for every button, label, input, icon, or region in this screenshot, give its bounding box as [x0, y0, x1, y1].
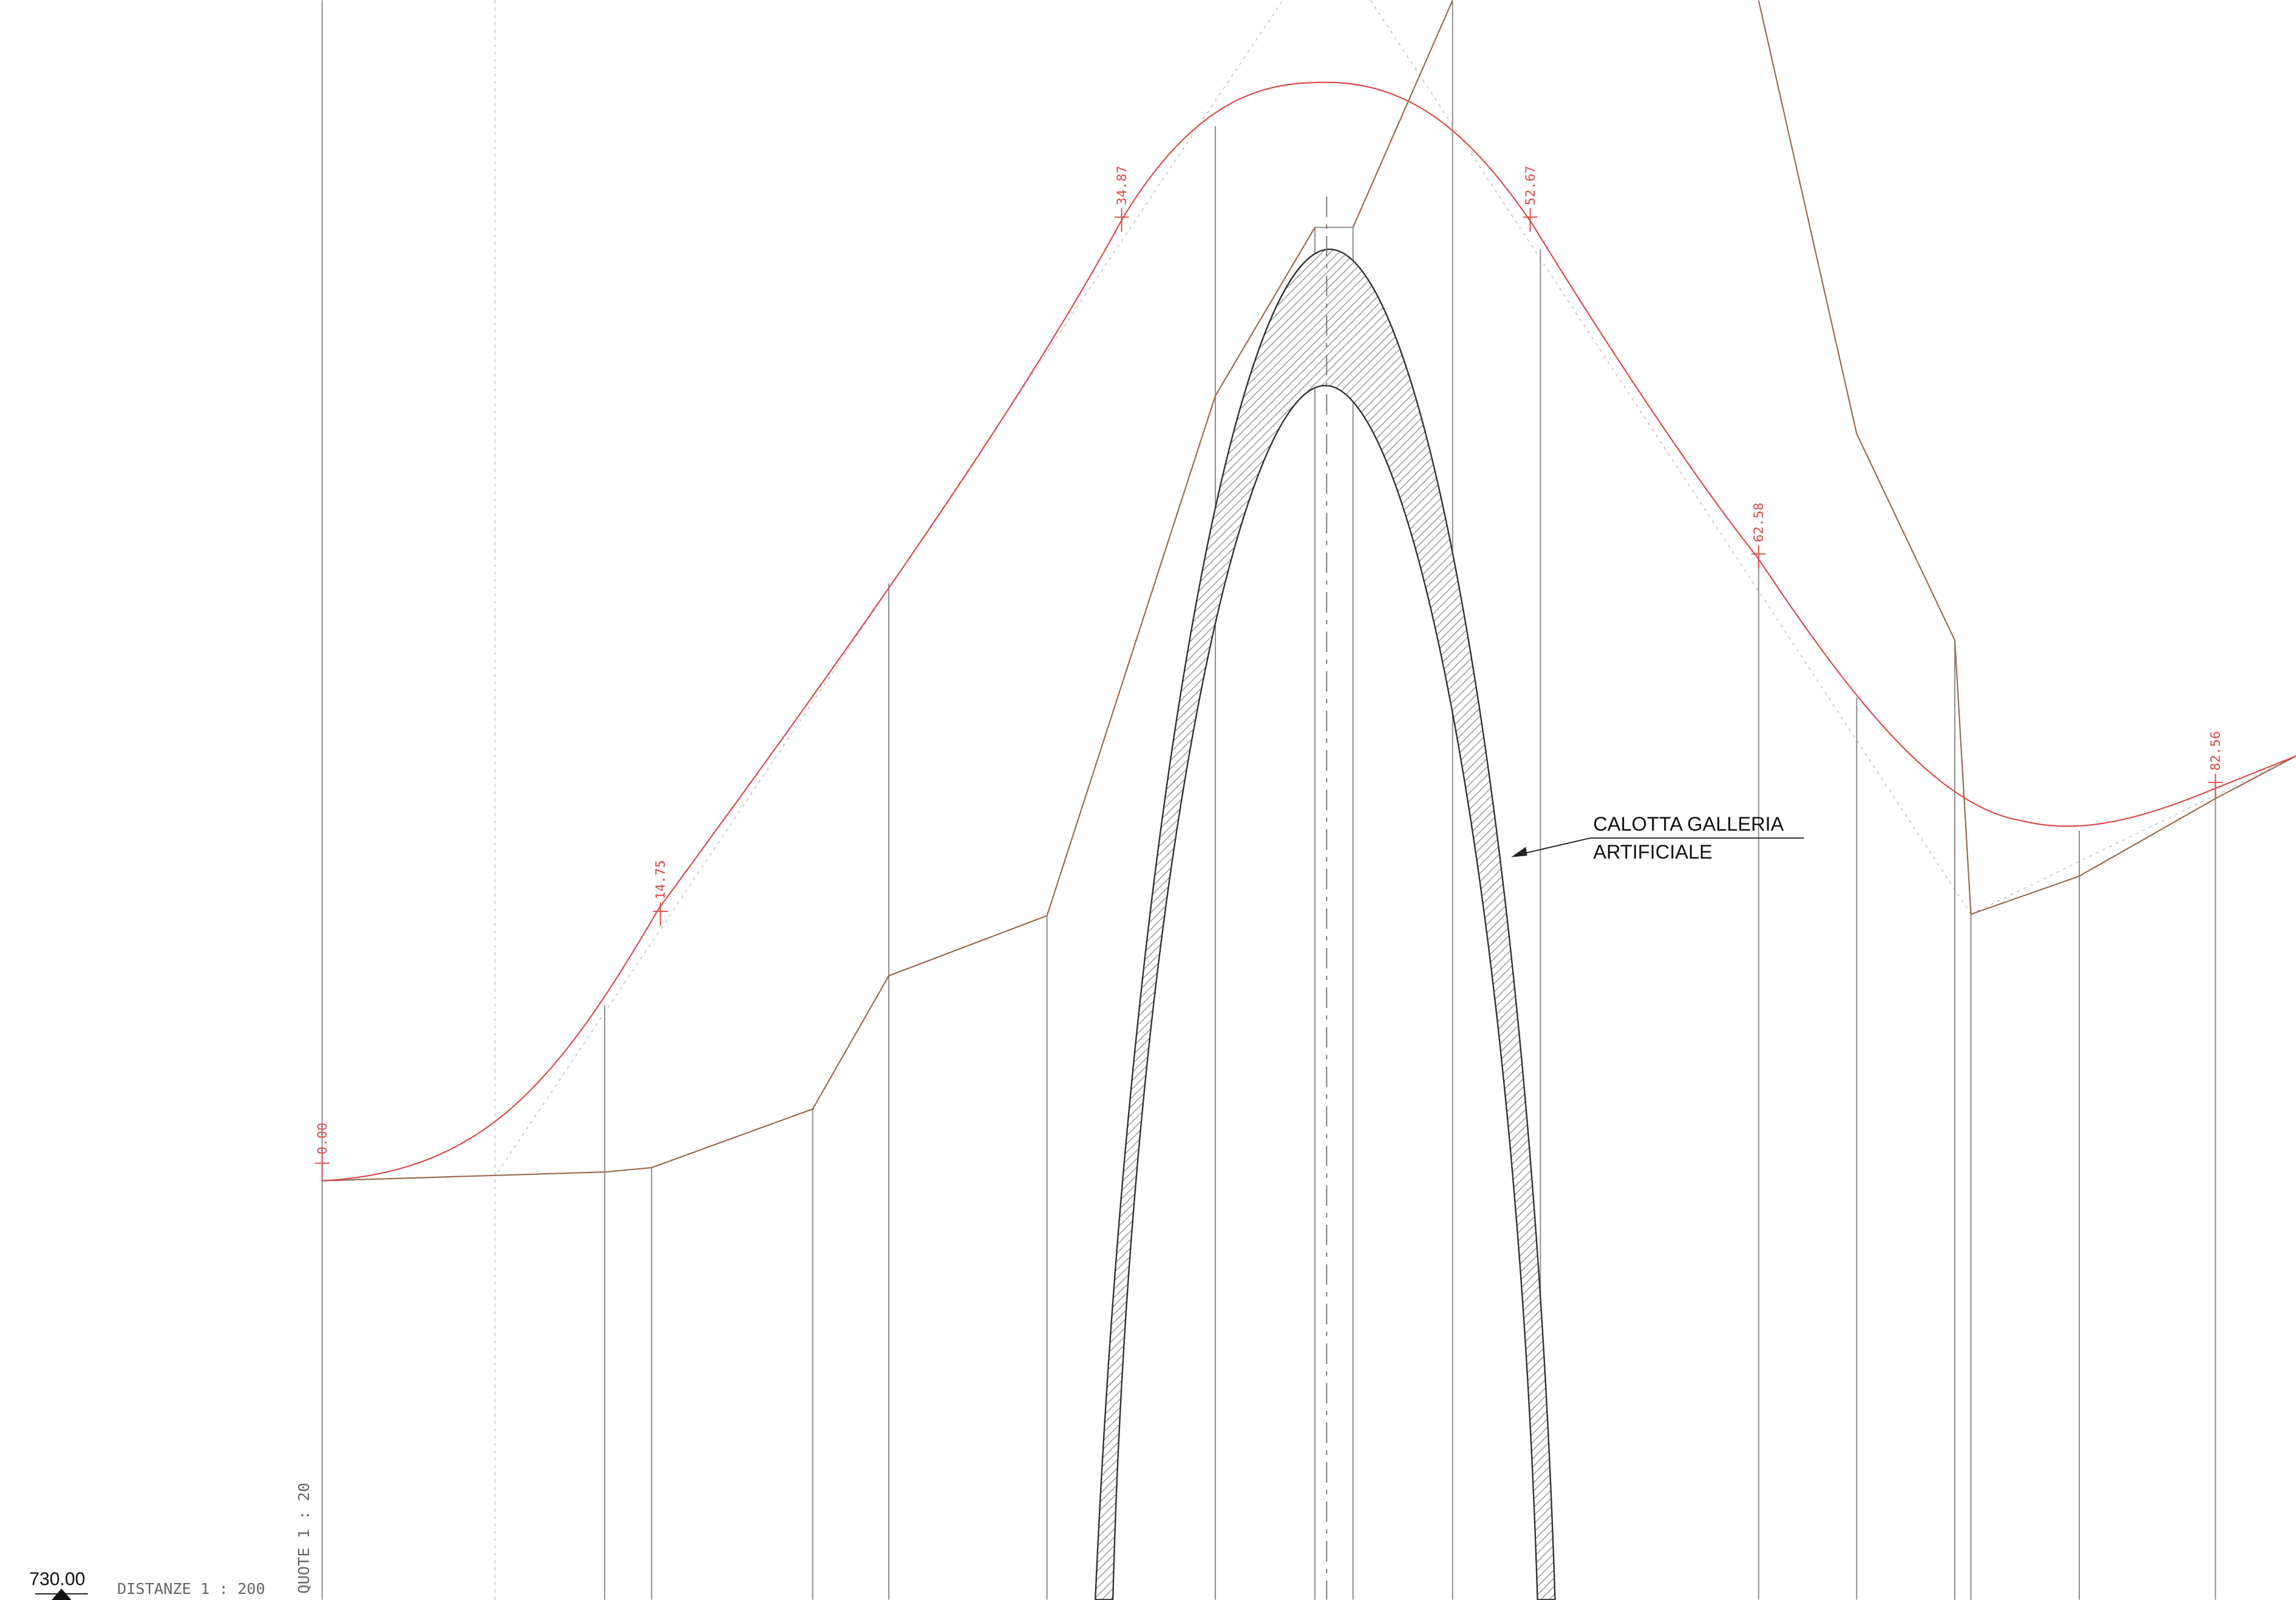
datum-marker-icon — [35, 1588, 88, 1600]
station-label-5: 82.56 — [2209, 731, 2224, 771]
elevation-scale: QUOTE 1 : 20 — [294, 1483, 313, 1594]
annotation-line-1: CALOTTA GALLERIA — [1593, 813, 1784, 835]
station-label-1: 14.75 — [653, 860, 668, 899]
annotation-leader — [1513, 837, 1804, 857]
station-label-4: 62.58 — [1751, 503, 1767, 542]
station-marks — [314, 208, 2223, 1181]
annotation-line-2: ARTIFICIALE — [1593, 841, 1713, 863]
station-label-3: 52.67 — [1523, 166, 1538, 205]
leader-arrowhead — [1511, 846, 1527, 857]
tunnel-arch — [1094, 248, 1556, 1600]
construction-lines — [494, 0, 2296, 1600]
station-label-2: 34.87 — [1115, 166, 1130, 205]
terrain-profile — [322, 0, 2296, 1182]
design-profile-curve — [322, 81, 2296, 1182]
distance-scale: DISTANZE 1 : 200 — [117, 1579, 265, 1598]
section-lines — [321, 0, 2216, 1600]
station-label-0: 0.00 — [315, 1123, 330, 1154]
datum-elevation: 730.00 — [29, 1569, 85, 1589]
